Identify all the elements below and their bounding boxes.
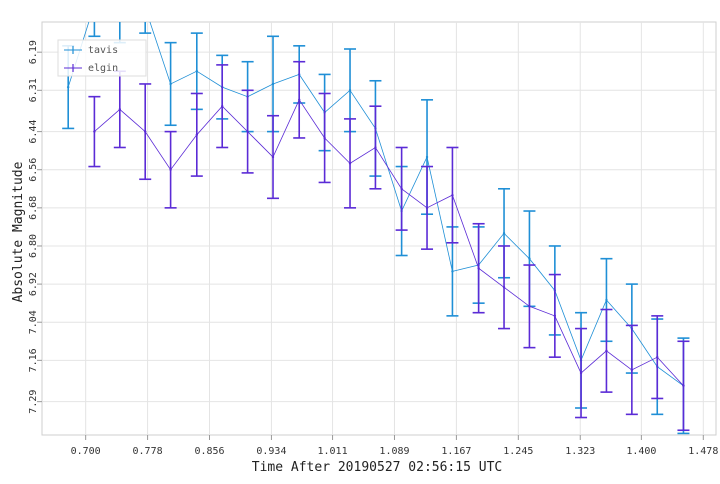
data-point-tavis (502, 232, 506, 235)
data-point-tavis (195, 70, 199, 73)
y-tick-label: 7.16 (28, 348, 39, 372)
x-tick-label: 1.089 (379, 446, 409, 457)
series-elgin (88, 60, 690, 432)
series-layer (62, 3, 690, 435)
y-tick-label: 7.04 (28, 310, 39, 334)
legend-label-elgin: elgin (88, 63, 118, 74)
data-point-elgin (118, 108, 121, 111)
error-bar-elgin (625, 324, 638, 416)
data-point-elgin (605, 349, 608, 353)
data-point-tavis (66, 85, 70, 89)
data-point-elgin (425, 206, 429, 210)
data-point-tavis (119, 3, 121, 5)
y-tick-label: 6.19 (28, 40, 39, 64)
data-point-elgin (682, 384, 685, 387)
error-bar-elgin (369, 105, 382, 190)
error-bar-elgin (139, 83, 152, 181)
y-tick-label: 6.56 (28, 158, 39, 182)
data-point-tavis (93, 3, 95, 5)
error-bar-elgin (523, 264, 536, 349)
legend: tavis elgin (57, 39, 147, 77)
data-point-elgin (169, 168, 172, 171)
data-point-elgin (451, 193, 454, 197)
y-tick-label: 6.68 (28, 196, 39, 220)
y-tick-label: 7.29 (28, 390, 39, 414)
data-point-tavis (348, 89, 352, 92)
data-point-tavis (528, 257, 531, 260)
x-tick-label: 1.478 (688, 446, 718, 457)
data-point-elgin (477, 267, 480, 270)
error-bar-elgin (472, 222, 485, 314)
error-bar-elgin (293, 60, 306, 139)
error-bar-elgin (421, 165, 434, 250)
data-point-elgin (298, 98, 301, 102)
error-bar-elgin (446, 146, 459, 244)
data-point-elgin (323, 136, 326, 140)
error-bar-elgin (600, 308, 613, 393)
data-point-elgin (348, 162, 352, 165)
x-tick-label: 1.011 (318, 446, 348, 457)
data-point-elgin (246, 130, 249, 133)
y-tick-label: 6.92 (28, 272, 39, 296)
x-tick-label: 0.934 (256, 446, 286, 457)
data-point-elgin (144, 130, 147, 133)
x-axis-ticks: 0.700 0.778 0.856 0.934 1.011 1.089 1.167 1.245… (71, 435, 718, 457)
data-point-tavis (169, 82, 172, 86)
grid (42, 22, 716, 435)
error-bar-tavis (88, 3, 101, 38)
x-tick-label: 1.400 (626, 446, 656, 457)
error-bar-elgin (164, 130, 177, 209)
data-point-elgin (630, 368, 634, 372)
data-point-elgin (553, 314, 557, 318)
data-point-elgin (195, 133, 199, 136)
x-tick-label: 0.700 (71, 446, 101, 457)
x-tick-label: 1.245 (503, 446, 533, 457)
error-bar-elgin (88, 95, 101, 168)
data-point-tavis (271, 82, 275, 86)
data-point-elgin (656, 355, 659, 359)
error-bar-elgin (344, 118, 357, 209)
error-bar-elgin (548, 273, 561, 358)
data-point-elgin (221, 104, 224, 108)
y-axis-title: Absolute Magnitude (11, 161, 26, 302)
error-bar-elgin (216, 64, 229, 149)
data-point-elgin (271, 155, 275, 159)
data-point-elgin (400, 187, 403, 190)
data-point-tavis (425, 155, 429, 159)
error-bar-elgin (190, 92, 203, 177)
x-tick-label: 1.167 (441, 446, 471, 457)
error-bar-elgin (318, 92, 331, 184)
y-tick-label: 6.80 (28, 234, 39, 258)
data-point-elgin (528, 305, 531, 308)
x-tick-label: 1.323 (565, 446, 595, 457)
error-bar-tavis (139, 7, 152, 34)
data-point-tavis (605, 298, 608, 302)
error-bar-elgin (241, 89, 254, 174)
data-point-tavis (451, 270, 454, 273)
error-bar-elgin (651, 315, 664, 400)
error-bar-elgin (395, 146, 408, 231)
error-bar-elgin (575, 327, 588, 419)
data-point-elgin (93, 130, 96, 133)
y-tick-label: 6.44 (28, 120, 39, 144)
data-point-elgin (374, 146, 377, 149)
legend-label-tavis: tavis (88, 45, 118, 56)
y-tick-label: 6.31 (28, 78, 39, 102)
error-bar-elgin (498, 245, 511, 330)
error-bar-elgin (267, 114, 280, 200)
y-axis-ticks: 6.19 6.31 6.44 6.56 6.68 6.80 6.92 7.04 7.16 7.29 (28, 40, 42, 414)
series-line-elgin (94, 98, 684, 387)
x-axis-title: Time After 20190527 02:56:15 UTC (252, 460, 502, 475)
x-tick-label: 0.856 (194, 446, 224, 457)
plot-area (41, 21, 717, 436)
error-bar-tavis (164, 41, 177, 127)
x-tick-label: 0.778 (133, 446, 163, 457)
data-point-elgin (579, 371, 583, 375)
data-point-elgin (502, 286, 506, 289)
data-point-tavis (144, 7, 146, 9)
error-bar-elgin (677, 340, 690, 432)
